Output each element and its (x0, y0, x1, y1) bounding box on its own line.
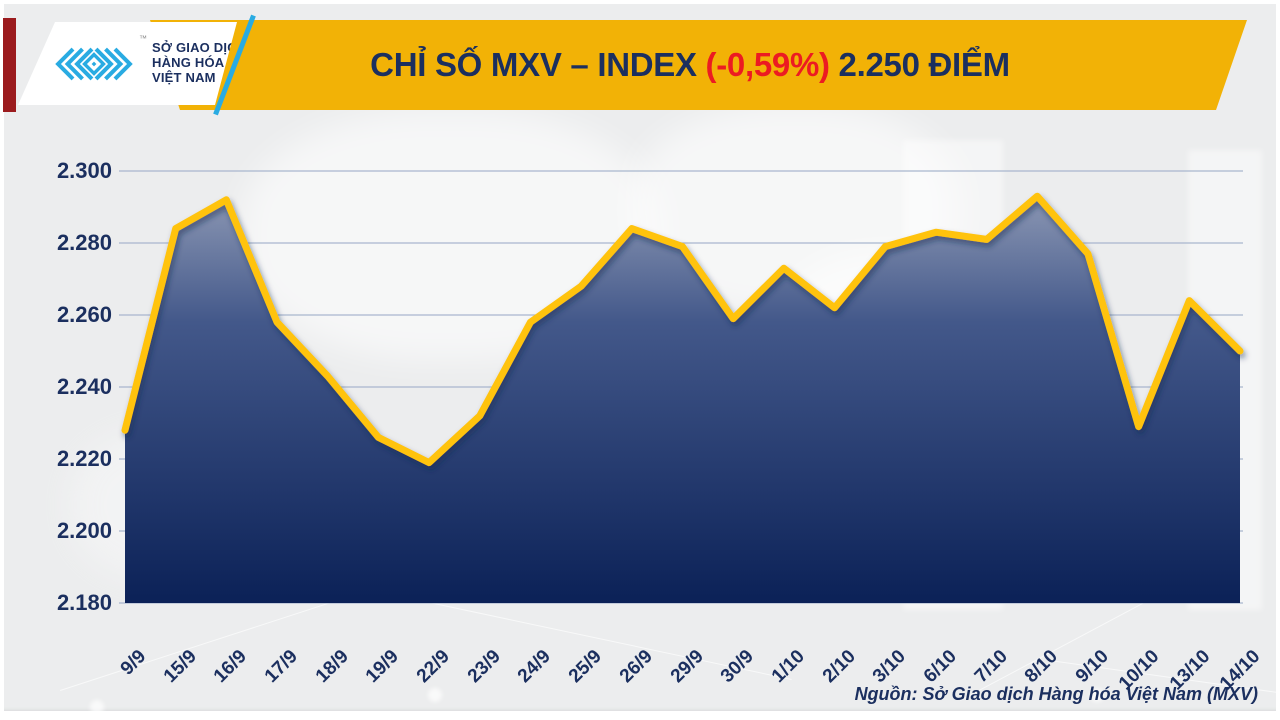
y-axis-label: 2.260 (56, 302, 112, 327)
title-value: 2.250 ĐIỂM (829, 46, 1011, 83)
logo-org-name: SỞ GIAO DỊCH HÀNG HÓA VIỆT NAM (152, 40, 247, 85)
y-axis-label: 2.300 (56, 158, 112, 183)
y-axis-label: 2.220 (56, 446, 112, 471)
title-text: CHỈ SỐ MXV – INDEX (370, 46, 706, 83)
trademark-symbol: ™ (139, 34, 147, 43)
y-axis-label: 2.180 (56, 590, 112, 615)
area-fill (125, 196, 1240, 603)
y-axis-label: 2.200 (56, 518, 112, 543)
title-change-percent: (-0,59%) (705, 46, 830, 83)
network-node (1090, 688, 1104, 702)
source-note: Nguồn: Sở Giao dịch Hàng hóa Việt Nam (M… (854, 684, 1258, 704)
y-axis-label: 2.280 (56, 230, 112, 255)
title-banner: CHỈ SỐ MXV – INDEX (-0,59%) 2.250 ĐIỂM (150, 20, 1247, 110)
index-line (121, 192, 1244, 467)
y-axis-label: 2.240 (56, 374, 112, 399)
network-node (90, 700, 104, 714)
logo-org-line: VIỆT NAM (152, 69, 216, 85)
network-node (428, 688, 442, 702)
mxv-logo-icon (55, 47, 133, 80)
mxv-logo-card: ™ SỞ GIAO DỊCH HÀNG HÓA VIỆT NAM (18, 22, 237, 105)
logo-org-line: SỞ GIAO DỊCH (152, 40, 247, 56)
left-accent-strip (3, 18, 16, 112)
page-title: CHỈ SỐ MXV – INDEX (-0,59%) 2.250 ĐIỂM (370, 46, 1010, 84)
logo-org-line: HÀNG HÓA (152, 55, 225, 71)
